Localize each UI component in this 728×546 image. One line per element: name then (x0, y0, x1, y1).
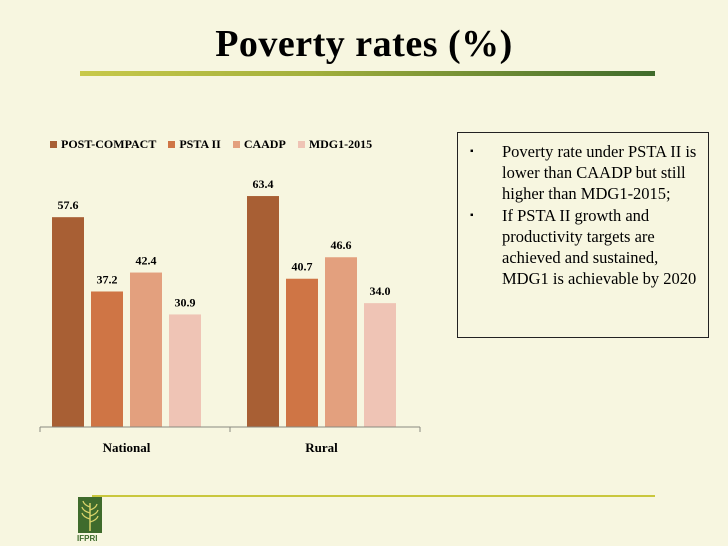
legend-swatch (232, 141, 240, 148)
data-label: 57.6 (58, 198, 79, 212)
legend-label: CAADP (243, 137, 286, 151)
legend-swatch (297, 141, 305, 148)
note-text: If PSTA II growth and productivity targe… (502, 206, 697, 288)
note-bullet: ▪ If PSTA II growth and productivity tar… (468, 205, 698, 289)
category-label: National (103, 440, 151, 455)
title-divider (80, 71, 655, 76)
legend-swatch (168, 141, 176, 148)
data-label: 30.9 (175, 295, 196, 309)
note-text: Poverty rate under PSTA II is lower than… (502, 142, 697, 203)
bar (364, 303, 396, 427)
bullet-marker: ▪ (470, 210, 474, 221)
data-label: 46.6 (331, 238, 352, 252)
bar (52, 217, 84, 427)
bar (169, 314, 201, 427)
category-label: Rural (305, 440, 338, 455)
ifpri-logo-icon (78, 497, 102, 533)
legend-swatch (50, 141, 57, 148)
bar (286, 278, 318, 427)
legend-item-psta-ii: PSTA II (168, 137, 221, 152)
legend-item-post-compact: POST-COMPACT (50, 137, 156, 152)
footer-divider (92, 495, 655, 497)
note-bullet: ▪ Poverty rate under PSTA II is lower th… (468, 141, 698, 204)
bar (91, 291, 123, 427)
legend-label: MDG1-2015 (308, 137, 373, 151)
bar (247, 196, 279, 427)
chart-legend: POST-COMPACT PSTA II CAADP MDG1-2015 (50, 137, 372, 152)
legend-label: POST-COMPACT (61, 137, 157, 151)
data-label: 40.7 (292, 260, 313, 274)
data-label: 42.4 (136, 254, 157, 268)
data-label: 34.0 (370, 284, 391, 298)
bullet-marker: ▪ (470, 146, 474, 157)
bar (130, 272, 162, 427)
data-label: 37.2 (97, 272, 118, 286)
data-label: 63.4 (253, 177, 274, 191)
logo-text: IFPRI (77, 534, 98, 543)
legend-item-mdg1-2015: MDG1-2015 (297, 137, 373, 152)
notes-box: ▪ Poverty rate under PSTA II is lower th… (457, 132, 709, 338)
legend-item-caadp: CAADP (232, 137, 286, 152)
legend-label: PSTA II (179, 137, 221, 151)
slide-title: Poverty rates (%) (215, 23, 513, 65)
bar (325, 257, 357, 427)
